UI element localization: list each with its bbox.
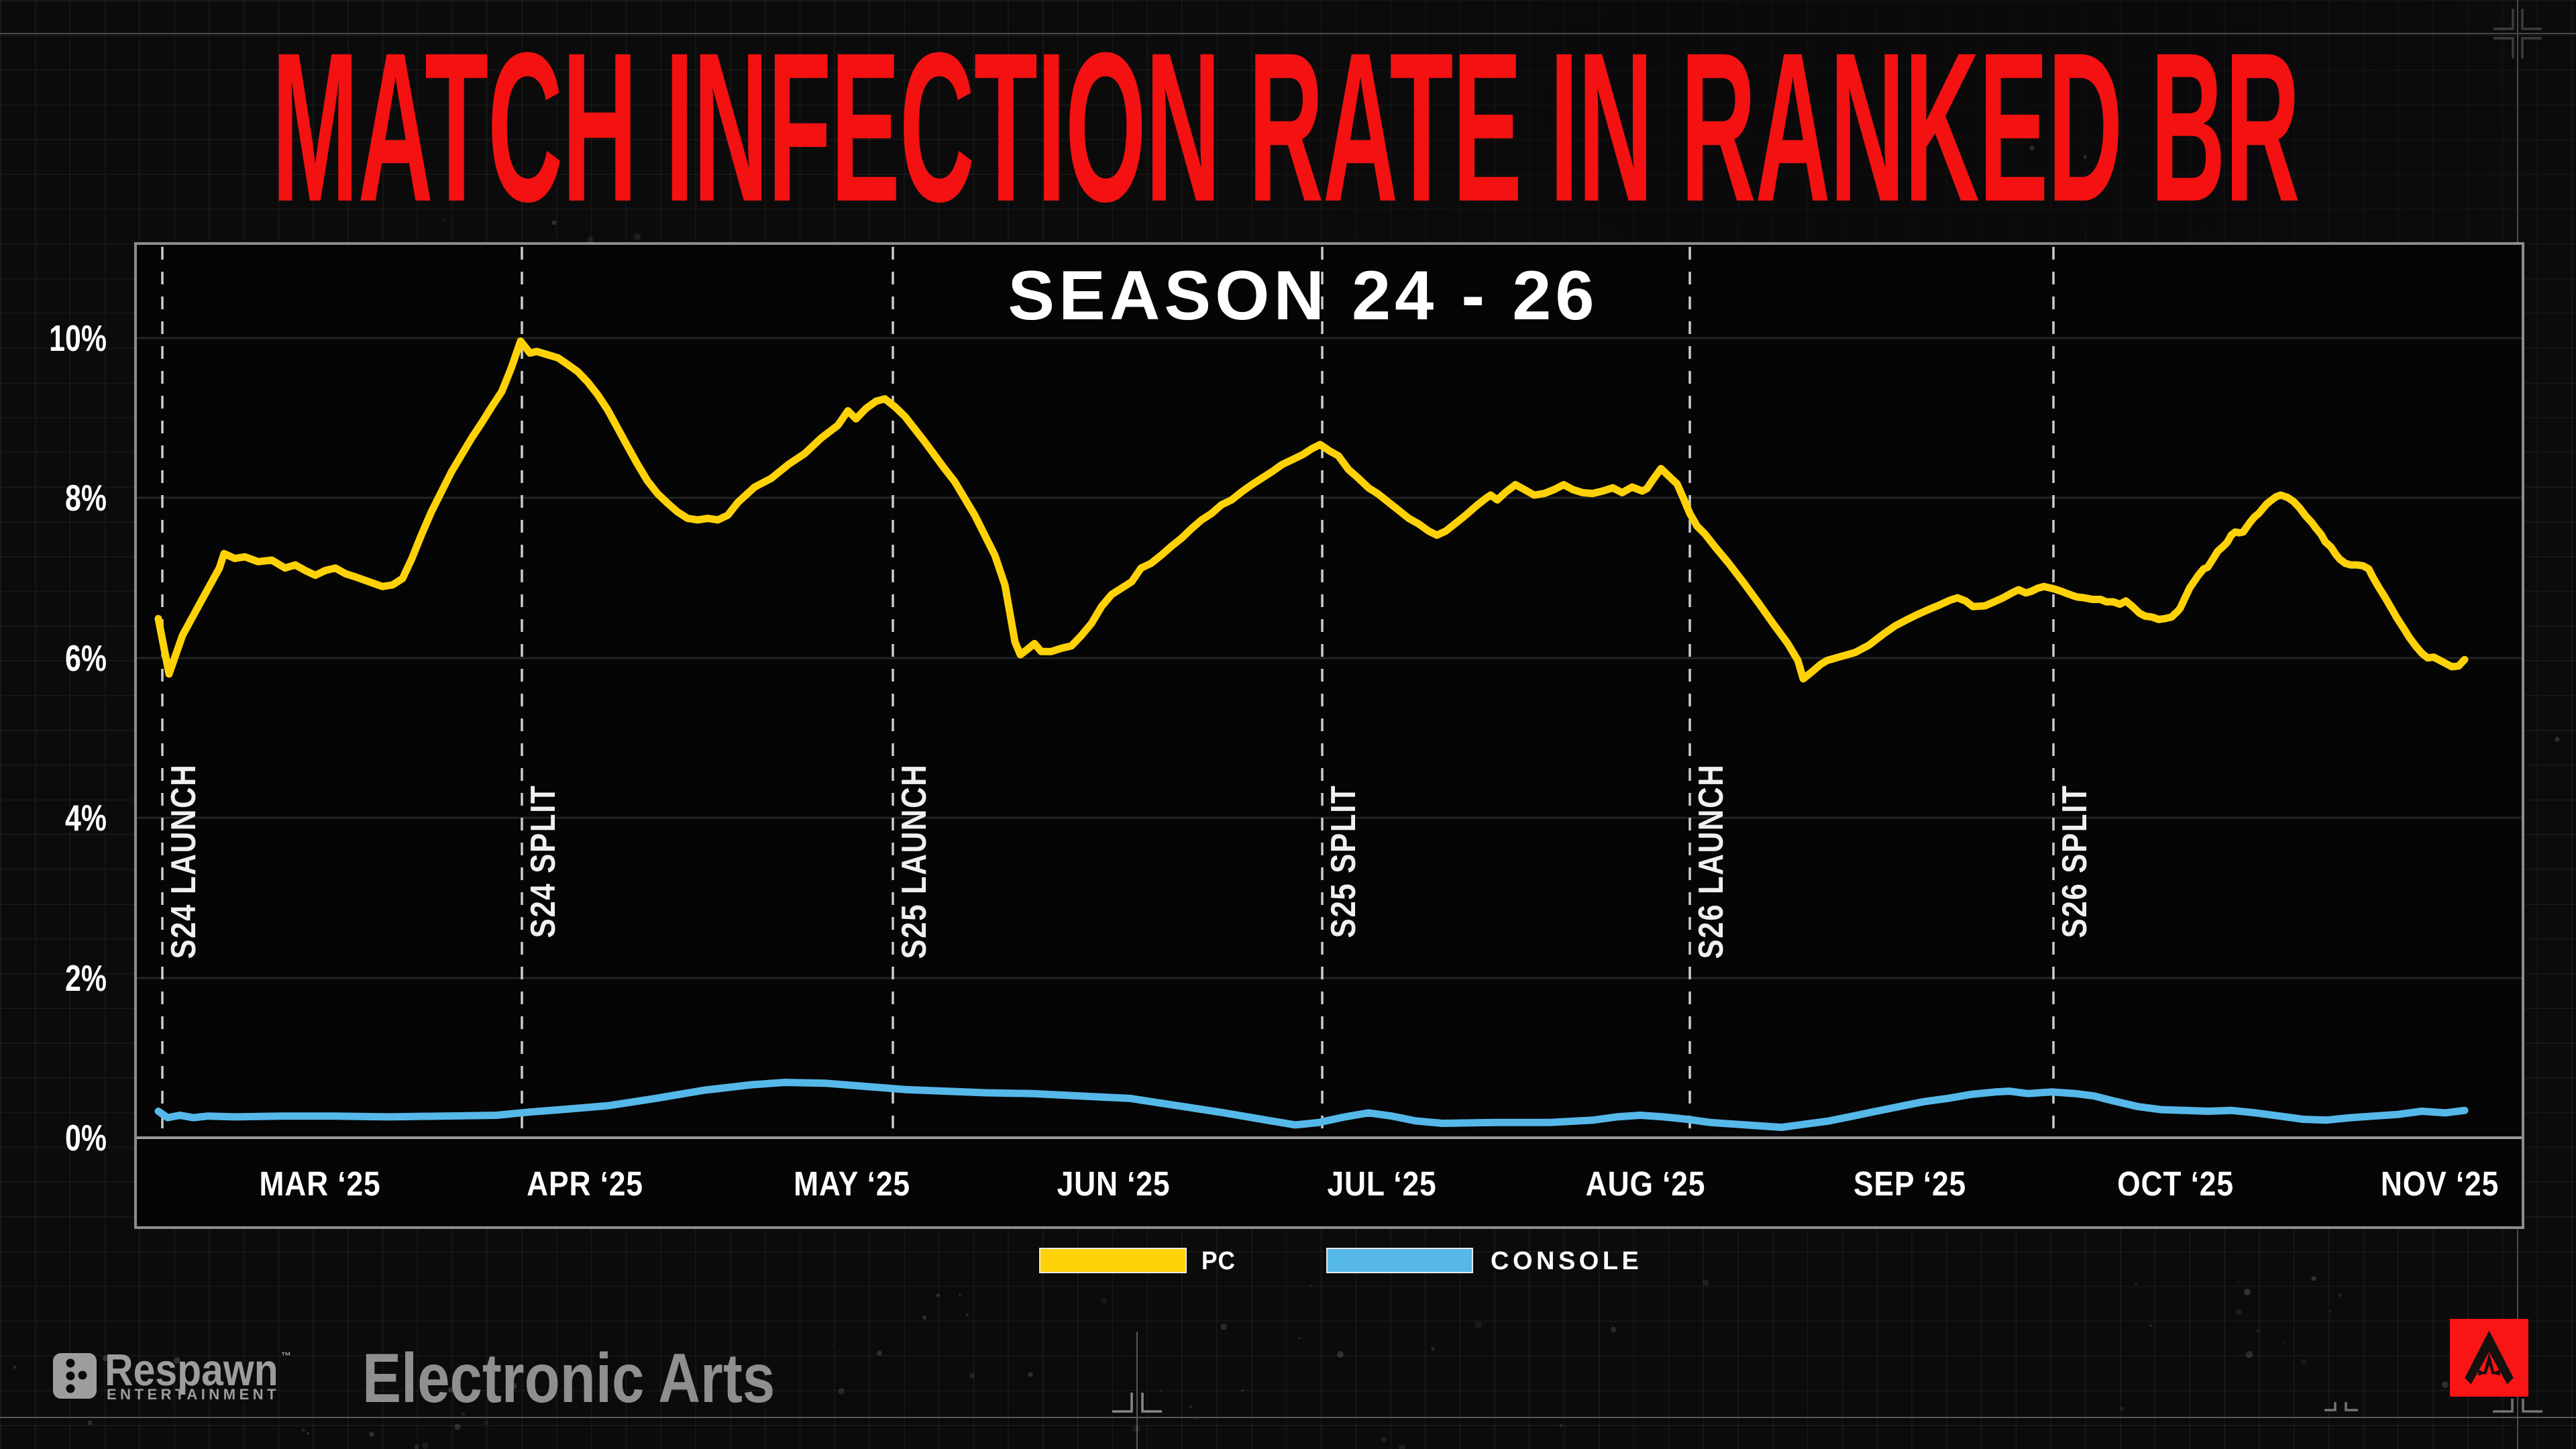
svg-text:10%: 10% xyxy=(49,318,107,359)
svg-text:Electronic Arts: Electronic Arts xyxy=(362,1340,775,1417)
svg-text:NOV ‘25: NOV ‘25 xyxy=(2381,1165,2499,1203)
svg-text:JUL ‘25: JUL ‘25 xyxy=(1327,1165,1436,1203)
svg-text:SEP ‘25: SEP ‘25 xyxy=(1854,1165,1966,1203)
svg-text:Respawn: Respawn xyxy=(105,1346,278,1395)
svg-text:0%: 0% xyxy=(65,1118,107,1159)
svg-text:6%: 6% xyxy=(65,638,107,679)
svg-text:OCT ‘25: OCT ‘25 xyxy=(2117,1165,2234,1203)
svg-text:S25 SPLIT: S25 SPLIT xyxy=(1325,785,1363,938)
svg-text:MATCH INFECTION RATE IN RANKED: MATCH INFECTION RATE IN RANKED BR xyxy=(272,8,2300,246)
svg-text:ENTERTAINMENT: ENTERTAINMENT xyxy=(107,1386,280,1403)
svg-text:CONSOLE: CONSOLE xyxy=(1491,1247,1642,1275)
svg-text:SEASON 24 - 26: SEASON 24 - 26 xyxy=(1008,257,1598,335)
svg-text:MAR ‘25: MAR ‘25 xyxy=(259,1165,380,1203)
svg-text:PC: PC xyxy=(1201,1246,1236,1275)
svg-text:S26 LAUNCH: S26 LAUNCH xyxy=(1693,763,1731,959)
svg-text:S24 LAUNCH: S24 LAUNCH xyxy=(165,763,203,959)
svg-text:S26 SPLIT: S26 SPLIT xyxy=(2056,785,2094,938)
svg-text:S25 LAUNCH: S25 LAUNCH xyxy=(896,763,934,959)
svg-text:4%: 4% xyxy=(65,798,107,839)
svg-text:MAY ‘25: MAY ‘25 xyxy=(794,1165,910,1203)
svg-text:AUG ‘25: AUG ‘25 xyxy=(1586,1165,1706,1203)
svg-text:2%: 2% xyxy=(65,958,107,999)
svg-text:8%: 8% xyxy=(65,478,107,519)
svg-text:S24 SPLIT: S24 SPLIT xyxy=(525,785,563,938)
svg-text:JUN ‘25: JUN ‘25 xyxy=(1057,1165,1171,1203)
svg-text:APR ‘25: APR ‘25 xyxy=(527,1165,643,1203)
svg-text:™: ™ xyxy=(281,1350,291,1362)
